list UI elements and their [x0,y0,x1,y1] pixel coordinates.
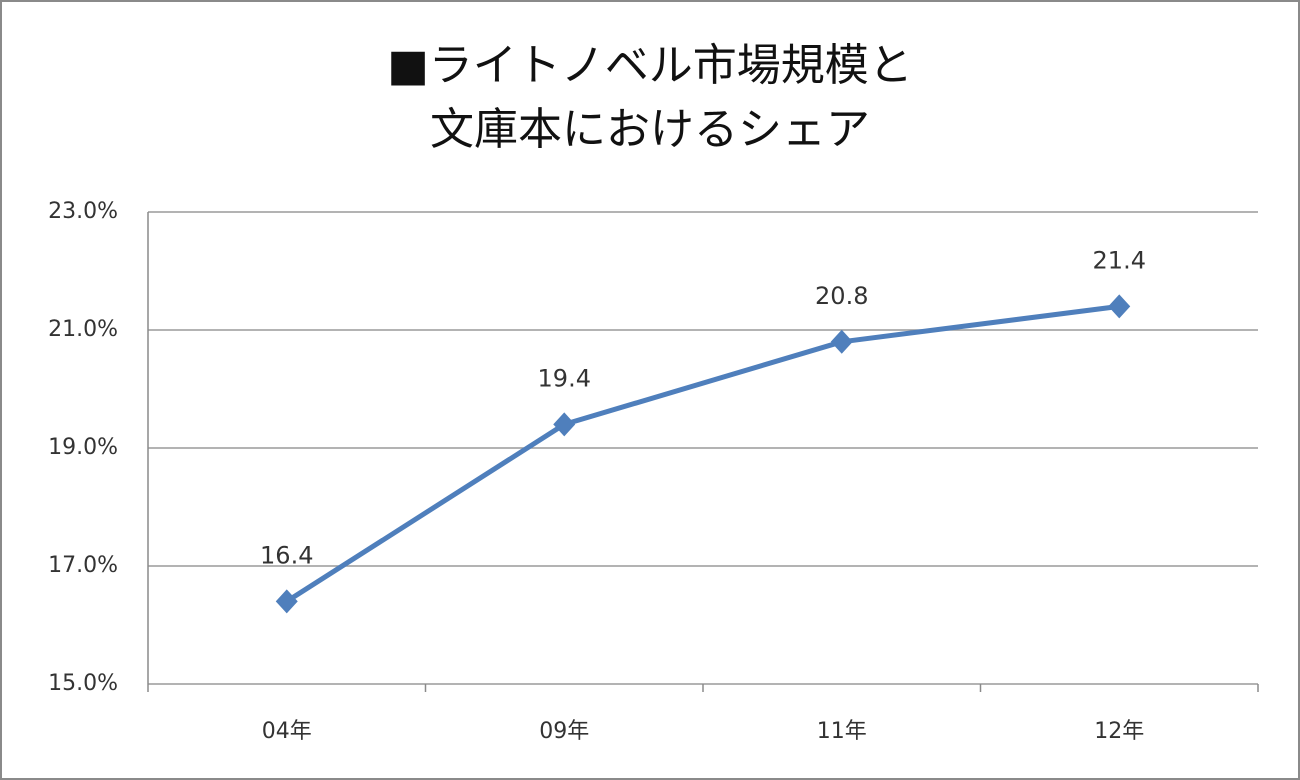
data-label: 21.4 [1093,246,1146,274]
marker [1108,294,1131,319]
x-tick-label: 09年 [539,719,589,744]
marker [830,329,853,354]
chart-title: 文庫本におけるシェア [430,104,870,155]
marker [553,412,576,437]
marker [275,589,298,614]
series-line [285,303,1120,604]
x-tick-label: 12年 [1094,719,1144,744]
x-tick-label: 04年 [262,719,312,744]
y-tick-label: 15.0% [48,671,118,696]
y-tick-label: 19.0% [48,435,118,460]
data-label: 20.8 [815,282,868,310]
chart-title: ■ライトノベル市場規模と [387,40,913,91]
data-label: 16.4 [260,541,313,569]
y-tick-label: 23.0% [48,199,118,224]
x-tick-label: 11年 [817,719,867,744]
data-label: 19.4 [538,364,591,392]
y-tick-label: 17.0% [48,553,118,578]
y-tick-label: 21.0% [48,317,118,342]
